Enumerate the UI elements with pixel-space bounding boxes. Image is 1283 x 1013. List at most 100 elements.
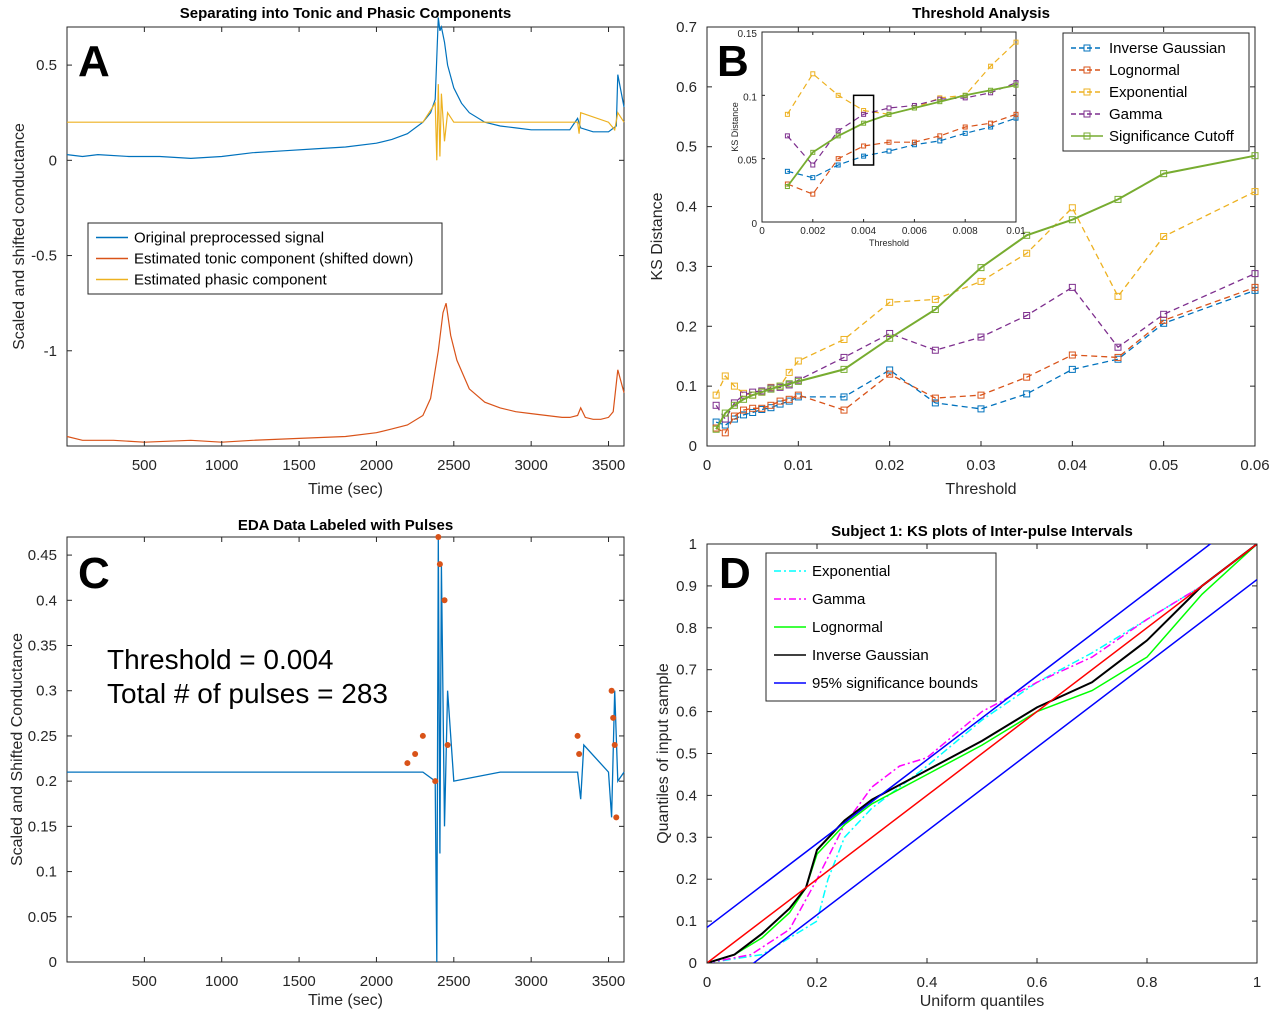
inset-y-axis-label: KS Distance (730, 102, 740, 152)
inset-data-point (937, 133, 943, 139)
inset-x-axis-label: Threshold (869, 238, 909, 248)
x-tick-label: 0 (703, 457, 711, 474)
x-tick-label: 3000 (514, 973, 547, 990)
x-tick-label: 0.004 (851, 226, 876, 237)
y-tick-label: 0.4 (676, 787, 697, 804)
data-point (1068, 283, 1076, 291)
x-tick-label: 0.6 (1027, 974, 1048, 991)
data-point (1114, 195, 1122, 203)
panel-c: 500 1000 1500 2000 2500 3000 3500 0 0.05 0.1 0.15 0… (9, 517, 625, 1009)
legend-label: Gamma (812, 591, 866, 608)
x-tick-label: 0.02 (875, 457, 904, 474)
data-point (730, 382, 738, 390)
x-tick-label: 0.03 (966, 457, 995, 474)
data-point (886, 298, 894, 306)
pulse-marker (404, 760, 411, 767)
panel-letter: A (78, 37, 110, 86)
inset-data-point (962, 124, 968, 130)
inset-data-point (784, 111, 790, 117)
x-tick-label: 0.006 (902, 226, 927, 237)
data-point (730, 401, 738, 409)
data-point (1114, 353, 1122, 361)
x-tick-label: 0.002 (800, 226, 825, 237)
x-tick-label: 500 (132, 457, 157, 474)
x-tick-label: 0.06 (1240, 457, 1269, 474)
data-point (794, 391, 802, 399)
data-point (785, 395, 793, 403)
y-tick-label: 0.1 (676, 913, 697, 930)
series-line (715, 286, 1256, 434)
y-axis-label: Scaled and Shifted Conductance (9, 633, 26, 866)
data-point (721, 372, 729, 380)
legend-label: Original preprocessed signal (134, 230, 324, 247)
x-tick-label: 2000 (360, 973, 393, 990)
y-tick-label: -0.5 (31, 248, 57, 265)
inset-data-point (1013, 111, 1019, 117)
pulse-marker (435, 534, 442, 540)
data-point (758, 404, 766, 412)
panel-b: 0 0.01 0.02 0.03 0.04 0.05 0.06 0 0.1 0.2 0.3 0.4 0.… (649, 5, 1270, 498)
pulse-marker (610, 714, 617, 721)
x-axis-label: Uniform quantiles (920, 993, 1045, 1010)
legend-label: Exponential (812, 563, 890, 580)
series-line (707, 544, 1257, 963)
inset-data-point (1013, 82, 1019, 88)
x-tick-label: 0.01 (1006, 226, 1026, 237)
data-point (1023, 231, 1031, 239)
x-tick-label: 1 (1253, 974, 1261, 991)
inset-data-point (810, 175, 816, 181)
highlight-box (852, 94, 875, 166)
data-point (758, 388, 766, 396)
inset-data-point (886, 111, 892, 117)
x-tick-label: 0.008 (953, 226, 978, 237)
y-tick-label: 0.4 (676, 199, 697, 216)
y-tick-label: 0.2 (36, 773, 57, 790)
y-tick-label: 0.7 (676, 19, 697, 36)
x-tick-label: 0.8 (1137, 974, 1158, 991)
series-line (707, 544, 1212, 928)
inset-data-point (886, 148, 892, 154)
data-point (1068, 365, 1076, 373)
series-group (707, 544, 1257, 963)
y-axis-label: Scaled and shifted conductance (11, 123, 28, 350)
data-point (1023, 373, 1031, 381)
panel-letter: B (717, 37, 749, 86)
legend-label: Estimated tonic component (shifted down) (134, 251, 413, 268)
series-line (67, 84, 625, 161)
y-tick-label: 0.6 (676, 704, 697, 721)
data-point (1023, 390, 1031, 398)
y-tick-label: 0.15 (28, 818, 57, 835)
data-point (794, 357, 802, 365)
x-axis-label: Time (sec) (308, 992, 383, 1009)
y-axis-label: Quantiles of input sample (655, 663, 672, 844)
pulse-marker (613, 814, 620, 821)
legend-label: Estimated phasic component (134, 272, 327, 289)
data-point (749, 404, 757, 412)
legend-marker (1083, 66, 1091, 74)
inset-series-line (786, 41, 1017, 115)
y-tick-label: 0 (49, 954, 57, 971)
data-point (977, 405, 985, 413)
inset-data-point (784, 184, 790, 190)
x-tick-label: 2000 (360, 457, 393, 474)
data-point (730, 412, 738, 420)
y-tick-label: 0 (751, 219, 757, 230)
y-tick-label: 0.1 (743, 92, 757, 103)
legend-label: Significance Cutoff (1109, 128, 1235, 145)
legend-marker (1083, 44, 1091, 52)
data-point (1160, 310, 1168, 318)
inset-series-line (787, 117, 1017, 179)
legend-label: Inverse Gaussian (812, 647, 929, 664)
legend-label: Lognormal (812, 619, 883, 636)
data-point (1160, 233, 1168, 240)
y-tick-label: 0.5 (36, 57, 57, 74)
pulse-marker (608, 687, 615, 694)
series-line (715, 273, 1256, 421)
pulse-marker (444, 741, 451, 748)
y-tick-label: 0 (49, 152, 57, 169)
inset-data-point (861, 143, 867, 149)
inset-data-point (911, 105, 917, 111)
legend-label: 95% significance bounds (812, 675, 978, 692)
x-tick-label: 1000 (205, 973, 238, 990)
